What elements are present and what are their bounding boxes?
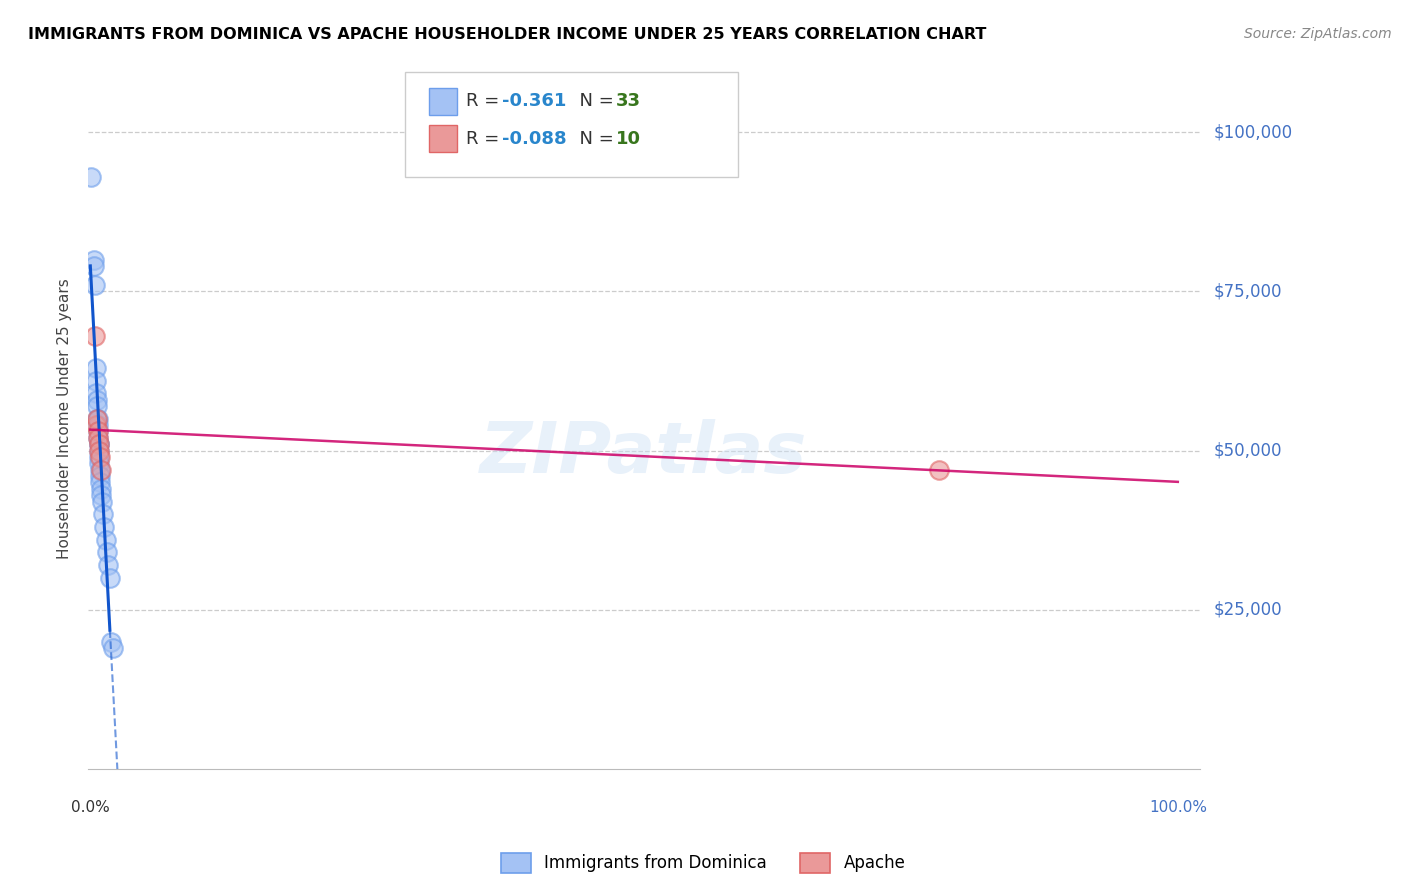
Text: -0.088: -0.088 bbox=[502, 129, 567, 147]
Point bbox=[84, 418, 107, 433]
Point bbox=[84, 360, 107, 375]
Point bbox=[83, 278, 105, 293]
Point bbox=[96, 545, 118, 559]
Point bbox=[89, 475, 111, 490]
Text: N =: N = bbox=[568, 129, 620, 147]
Point bbox=[90, 463, 112, 477]
Text: $50,000: $50,000 bbox=[1213, 442, 1282, 459]
FancyBboxPatch shape bbox=[405, 72, 738, 178]
Text: $100,000: $100,000 bbox=[1213, 123, 1292, 141]
Point bbox=[90, 488, 112, 502]
Point bbox=[87, 437, 110, 451]
Point bbox=[89, 463, 111, 477]
Point bbox=[86, 411, 108, 425]
Text: N =: N = bbox=[568, 93, 620, 111]
Text: R =: R = bbox=[465, 129, 505, 147]
Text: 10: 10 bbox=[616, 129, 641, 147]
Text: $75,000: $75,000 bbox=[1213, 283, 1282, 301]
Point bbox=[87, 418, 110, 433]
Text: -0.361: -0.361 bbox=[502, 93, 567, 111]
Legend: Immigrants from Dominica, Apache: Immigrants from Dominica, Apache bbox=[494, 847, 912, 880]
Point bbox=[87, 456, 110, 470]
Point bbox=[87, 411, 110, 425]
Text: $25,000: $25,000 bbox=[1213, 601, 1282, 619]
Point bbox=[928, 463, 950, 477]
Point bbox=[87, 425, 110, 439]
Point bbox=[97, 558, 120, 573]
Text: IMMIGRANTS FROM DOMINICA VS APACHE HOUSEHOLDER INCOME UNDER 25 YEARS CORRELATION: IMMIGRANTS FROM DOMINICA VS APACHE HOUSE… bbox=[28, 27, 987, 42]
Point bbox=[87, 443, 110, 458]
Point bbox=[83, 329, 105, 343]
Point bbox=[86, 392, 108, 407]
Text: 0.0%: 0.0% bbox=[70, 799, 110, 814]
Point bbox=[87, 437, 110, 451]
Point bbox=[89, 450, 111, 464]
Text: 100.0%: 100.0% bbox=[1149, 799, 1206, 814]
Text: 33: 33 bbox=[616, 93, 641, 111]
Point bbox=[87, 431, 110, 445]
FancyBboxPatch shape bbox=[429, 88, 457, 115]
Point bbox=[83, 259, 105, 273]
Point bbox=[87, 431, 110, 445]
Point bbox=[87, 443, 110, 458]
Y-axis label: Householder Income Under 25 years: Householder Income Under 25 years bbox=[58, 278, 72, 559]
Point bbox=[84, 386, 107, 401]
Text: Source: ZipAtlas.com: Source: ZipAtlas.com bbox=[1244, 27, 1392, 41]
Text: ZIPatlas: ZIPatlas bbox=[481, 419, 807, 488]
Point bbox=[98, 571, 121, 585]
Point bbox=[90, 482, 112, 496]
Point bbox=[87, 425, 110, 439]
Point bbox=[87, 450, 110, 464]
Point bbox=[86, 411, 108, 425]
Point bbox=[87, 437, 110, 451]
Point bbox=[93, 508, 115, 522]
FancyBboxPatch shape bbox=[429, 125, 457, 152]
Point bbox=[84, 374, 107, 388]
Point bbox=[101, 640, 124, 655]
Text: R =: R = bbox=[465, 93, 505, 111]
Point bbox=[86, 399, 108, 413]
Point bbox=[89, 469, 111, 483]
Point bbox=[100, 634, 122, 648]
Point bbox=[93, 520, 115, 534]
Point bbox=[83, 252, 105, 267]
Point bbox=[94, 533, 117, 547]
Point bbox=[91, 494, 114, 508]
Point bbox=[80, 169, 103, 184]
